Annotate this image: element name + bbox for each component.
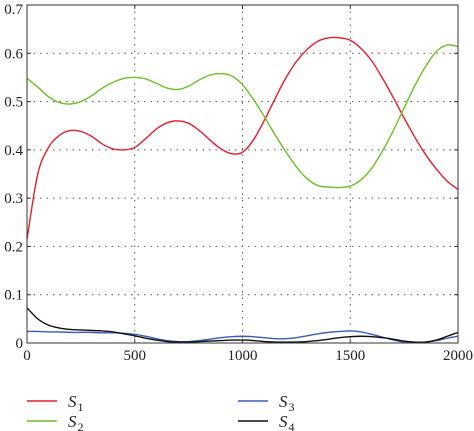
y-tick-label: 0.2	[4, 239, 23, 255]
x-tick-label: 2000	[443, 348, 473, 364]
legend-label: S3	[279, 392, 295, 414]
legend-label: S4	[279, 412, 295, 431]
y-tick-label: 0.7	[4, 2, 23, 18]
legend-subscript: 2	[78, 420, 84, 431]
x-tick-label: 500	[124, 348, 147, 364]
legend-label: S1	[68, 392, 84, 414]
x-tick-label: 1000	[228, 348, 258, 364]
legend-subscript: 4	[289, 420, 295, 431]
y-tick-label: 0.5	[4, 95, 23, 111]
legend-label: S2	[68, 412, 84, 431]
y-tick-label: 0	[16, 336, 24, 352]
series-line-s1	[26, 36, 459, 240]
legend-item-s2: S2	[27, 412, 84, 431]
y-tick-label: 0.6	[4, 46, 23, 62]
series-line-s2	[26, 44, 459, 189]
legend-subscript: 3	[289, 400, 295, 414]
y-tick-label: 0.4	[4, 143, 23, 159]
y-tick-label: 0.1	[4, 288, 23, 304]
legend-item-s3: S3	[238, 392, 295, 414]
legend-item-s4: S4	[238, 412, 295, 431]
legend-subscript: 1	[78, 400, 84, 414]
legend-item-s1: S1	[27, 392, 84, 414]
y-tick-label: 0.3	[4, 191, 23, 207]
grid	[27, 5, 458, 343]
x-tick-label: 1500	[335, 348, 365, 364]
axis-ticks: 0 500 1000 1500 2000 0 0.1 0.2 0.3 0.4 0.5 0.6 0.7	[4, 2, 473, 364]
x-tick-label: 0	[23, 348, 31, 364]
